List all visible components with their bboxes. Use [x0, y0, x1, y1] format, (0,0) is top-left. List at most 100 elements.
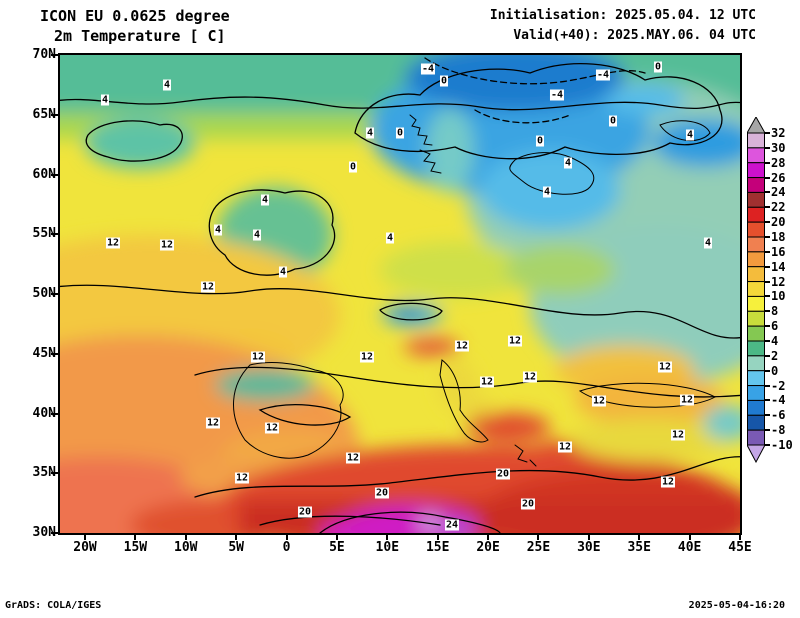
contour-value-label: 12 — [234, 472, 250, 484]
lon-tick-label: 15W — [123, 540, 148, 555]
contour-value-label: 12 — [359, 351, 375, 363]
colorbar-level-label: 12 — [771, 274, 786, 289]
lat-tick-label: 70N — [32, 47, 56, 62]
contour-value-label: 4 — [703, 237, 713, 249]
colorbar-tick — [765, 250, 770, 253]
colorbar-segment — [747, 355, 765, 372]
contour-value-label: 12 — [507, 335, 523, 347]
colorbar-segment — [747, 251, 765, 268]
contour-value-label: -4 — [549, 89, 565, 101]
contour-value-label: 4 — [252, 229, 262, 241]
colorbar-segment — [747, 266, 765, 283]
contour-value-label: 0 — [608, 115, 618, 127]
contour-value-label: 0 — [348, 161, 358, 173]
lon-tick-label: 5E — [329, 540, 345, 555]
colorbar-segment — [747, 147, 765, 164]
contour-value-label: 12 — [479, 376, 495, 388]
lon-tick-label: 15E — [425, 540, 450, 555]
valid-time-label: Valid(+40): 2025.MAY.06. 04 UTC — [513, 28, 756, 43]
lat-tick-label: 55N — [32, 226, 56, 242]
contour-value-label: 12 — [105, 237, 121, 249]
colorbar-level-label: 18 — [771, 230, 786, 244]
colorbar: 32 30 28 26 24 22 20 18 16 14 12 10 8 6 4 2 0 -2 -4 -6 -8 -10 — [746, 115, 800, 469]
colorbar-tick — [765, 444, 770, 446]
contour-value-label: 12 — [205, 417, 221, 429]
contour-value-label: 12 — [200, 281, 216, 293]
colorbar-segment — [747, 162, 765, 179]
colorbar-level-label: 0 — [771, 363, 779, 378]
lat-tick-label: 30N — [32, 525, 56, 540]
colorbar-level-label: 4 — [771, 334, 779, 348]
contour-value-label: 4 — [365, 127, 375, 139]
colorbar-level-label: -6 — [771, 408, 786, 423]
colorbar-tick — [765, 414, 770, 417]
lon-tick-label: 30E — [577, 540, 601, 555]
colorbar-tick — [765, 206, 770, 209]
colorbar-tick — [765, 399, 770, 402]
contour-value-label: 12 — [522, 371, 538, 383]
contour-value-label: 4 — [278, 266, 288, 278]
lon-tick-label: 25E — [526, 540, 551, 555]
colorbar-tick — [765, 429, 770, 432]
lat-tick-label: 60N — [32, 166, 56, 182]
contour-value-label: 12 — [345, 452, 361, 464]
colorbar-level-label: 22 — [771, 200, 786, 215]
contour-value-label: 4 — [542, 186, 552, 198]
colorbar-tick — [765, 310, 770, 313]
colorbar-level-label: 30 — [771, 140, 786, 155]
contour-value-label: 4 — [260, 194, 270, 206]
colorbar-tick — [765, 191, 770, 194]
contour-value-label: 12 — [250, 351, 266, 363]
colorbar-tick — [765, 265, 770, 268]
colorbar-segment — [747, 281, 765, 297]
contour-labels-layer: -4 -4 -4 0 0 0 0 0 0 4 4 4 4 4 4 4 4 4 4 4 4 12 12 12 12 12 12 12 12… — [60, 55, 740, 533]
colorbar-level-label: 26 — [771, 170, 786, 185]
colorbar-segment — [747, 236, 765, 253]
colorbar-tick — [765, 280, 770, 283]
contour-value-label: 0 — [653, 61, 663, 73]
contour-value-label: 20 — [297, 506, 313, 518]
contour-value-label: 4 — [685, 129, 695, 141]
colorbar-level-label: 32 — [771, 126, 786, 140]
colorbar-tick — [765, 221, 770, 224]
lon-tick-label: 10E — [375, 540, 400, 555]
colorbar-level-label: 10 — [771, 289, 786, 304]
contour-value-label: 12 — [660, 476, 676, 488]
colorbar-segment — [747, 340, 765, 357]
lon-tick-label: 40E — [677, 540, 702, 555]
colorbar-segment — [747, 325, 765, 342]
lon-tick-label: 35E — [627, 540, 651, 555]
colorbar-segment — [747, 206, 765, 223]
colorbar-svg — [746, 115, 766, 464]
colorbar-level-label: 28 — [771, 155, 786, 170]
contour-value-label: 4 — [385, 232, 395, 244]
variable-title: 2m Temperature [ C] — [54, 27, 226, 45]
contour-value-label: 4 — [213, 224, 223, 236]
contour-value-label: 12 — [657, 361, 673, 373]
contour-lines — [60, 57, 740, 533]
lon-tick-label: 5W — [228, 540, 244, 555]
lon-tick-label: 20W — [73, 540, 97, 555]
colorbar-level-label: 14 — [771, 259, 786, 274]
colorbar-tick — [765, 384, 770, 387]
contour-value-label: 4 — [563, 157, 573, 169]
colorbar-level-label: 16 — [771, 244, 786, 259]
lon-tick-label: 20E — [476, 540, 500, 555]
colorbar-level-label: 24 — [771, 185, 786, 200]
colorbar-segment — [747, 429, 765, 446]
colorbar-tick — [765, 236, 770, 238]
contour-value-label: 12 — [591, 395, 607, 407]
colorbar-segment — [747, 414, 765, 431]
colorbar-tick — [765, 369, 770, 372]
lat-tick-label: 40N — [32, 405, 56, 421]
lon-tick-label: 10W — [174, 540, 198, 555]
temperature-field-svg — [60, 55, 740, 533]
lon-tick-label: 0 — [282, 540, 291, 555]
contour-value-label: 12 — [679, 394, 695, 406]
contour-value-label: 12 — [557, 441, 573, 453]
colorbar-segment — [747, 191, 765, 208]
colorbar-segment — [747, 132, 765, 149]
colorbar-tick — [765, 295, 770, 298]
contour-value-label: 12 — [264, 422, 280, 434]
contour-value-label: 12 — [159, 239, 175, 251]
